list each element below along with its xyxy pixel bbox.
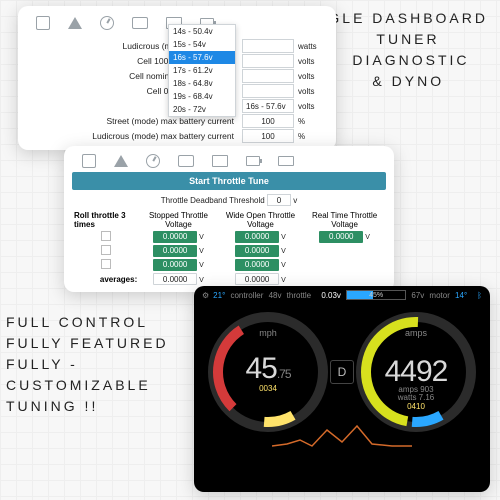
field[interactable]: 100 <box>242 129 294 143</box>
warn-icon[interactable] <box>68 17 82 29</box>
checkbox[interactable] <box>101 231 111 241</box>
gauge-dashboard: ⚙21° controller 48v throttle 0.03v 45% 6… <box>194 286 490 492</box>
dropdown-opt[interactable]: 18s - 64.8v <box>169 77 235 90</box>
table-row: 0.0000V0.0000V <box>72 258 386 272</box>
settings-panel: Ludicrous (mode) power levelwatts Cell 1… <box>18 6 336 150</box>
gear-indicator: D <box>330 360 354 384</box>
dash-icon[interactable] <box>82 154 96 168</box>
deadband-input[interactable]: 0 <box>267 194 291 206</box>
start-throttle-tune-button[interactable]: Start Throttle Tune <box>72 172 386 190</box>
field[interactable] <box>242 54 294 68</box>
rec-icon[interactable] <box>178 155 194 167</box>
toolbar <box>72 150 386 170</box>
gauge-icon[interactable] <box>146 154 160 168</box>
dropdown-opt[interactable]: 19s - 68.4v <box>169 90 235 103</box>
checkbox[interactable] <box>101 245 111 255</box>
dropdown-opt[interactable]: 17s - 61.2v <box>169 64 235 77</box>
label-street-cur: Street (mode) max battery current <box>26 116 238 126</box>
warn-icon[interactable] <box>114 155 128 167</box>
col-stopped: Stopped Throttle Voltage <box>139 210 217 230</box>
col-wot: Wide Open Throttle Voltage <box>218 210 304 230</box>
rec-icon[interactable] <box>132 17 148 29</box>
amps-gauge: amps 4492 amps 903 watts 7.16 0410 <box>356 312 476 432</box>
gauge-icon[interactable] <box>100 16 114 30</box>
label-lud-cur: Ludicrous (mode) max battery current <box>26 131 238 141</box>
speed-gauge: mph 45.75 0034 <box>208 312 328 432</box>
engine-icon[interactable] <box>212 155 228 167</box>
table-row-avg: averages:0.0000V0.0000V <box>72 272 386 286</box>
dropdown-opt-selected[interactable]: 16s - 57.6v <box>169 51 235 64</box>
throttle-table: Roll throttle 3 times Stopped Throttle V… <box>72 210 386 286</box>
voltage-dropdown[interactable]: 14s - 50.4v 15s - 54v 16s - 57.6v 17s - … <box>168 24 236 117</box>
table-row: 0.0000V0.0000V <box>72 244 386 258</box>
field[interactable]: 100 <box>242 114 294 128</box>
dropdown-opt[interactable]: 14s - 50.4v <box>169 25 235 38</box>
battery-icon[interactable] <box>246 156 260 166</box>
col-realtime: Real Time Throttle Voltage <box>303 210 386 230</box>
field[interactable] <box>242 39 294 53</box>
dash-topbar: ⚙21° controller 48v throttle 0.03v 45% 6… <box>194 286 490 304</box>
dropdown-opt[interactable]: 15s - 54v <box>169 38 235 51</box>
bluetooth-icon: ᛒ <box>477 291 482 300</box>
checkbox[interactable] <box>101 259 111 269</box>
battery-pct: 45% <box>346 290 406 300</box>
field[interactable] <box>242 84 294 98</box>
roll-label: Roll throttle 3 times <box>72 210 139 230</box>
marketing-bottom: FULL CONTROL FULLY FEATURED FULLY - CUST… <box>6 312 169 417</box>
marketing-top: GLE DASHBOARD TUNER DIAGNOSTIC & DYNO <box>328 8 488 92</box>
field[interactable] <box>242 69 294 83</box>
throttle-tune-panel: Start Throttle Tune Throttle Deadband Th… <box>64 146 394 292</box>
dash-icon[interactable] <box>36 16 50 30</box>
power-sparkline <box>272 420 412 448</box>
battery-voltage-select[interactable]: 16s - 57.6v <box>242 99 294 113</box>
table-row: 0.0000V0.0000V0.0000V <box>72 230 386 244</box>
dropdown-opt[interactable]: 20s - 72v <box>169 103 235 116</box>
vehicle-icon[interactable] <box>278 156 294 166</box>
gear-icon[interactable]: ⚙ <box>202 291 209 300</box>
deadband-row: Throttle Deadband Threshold 0 v <box>72 194 386 206</box>
